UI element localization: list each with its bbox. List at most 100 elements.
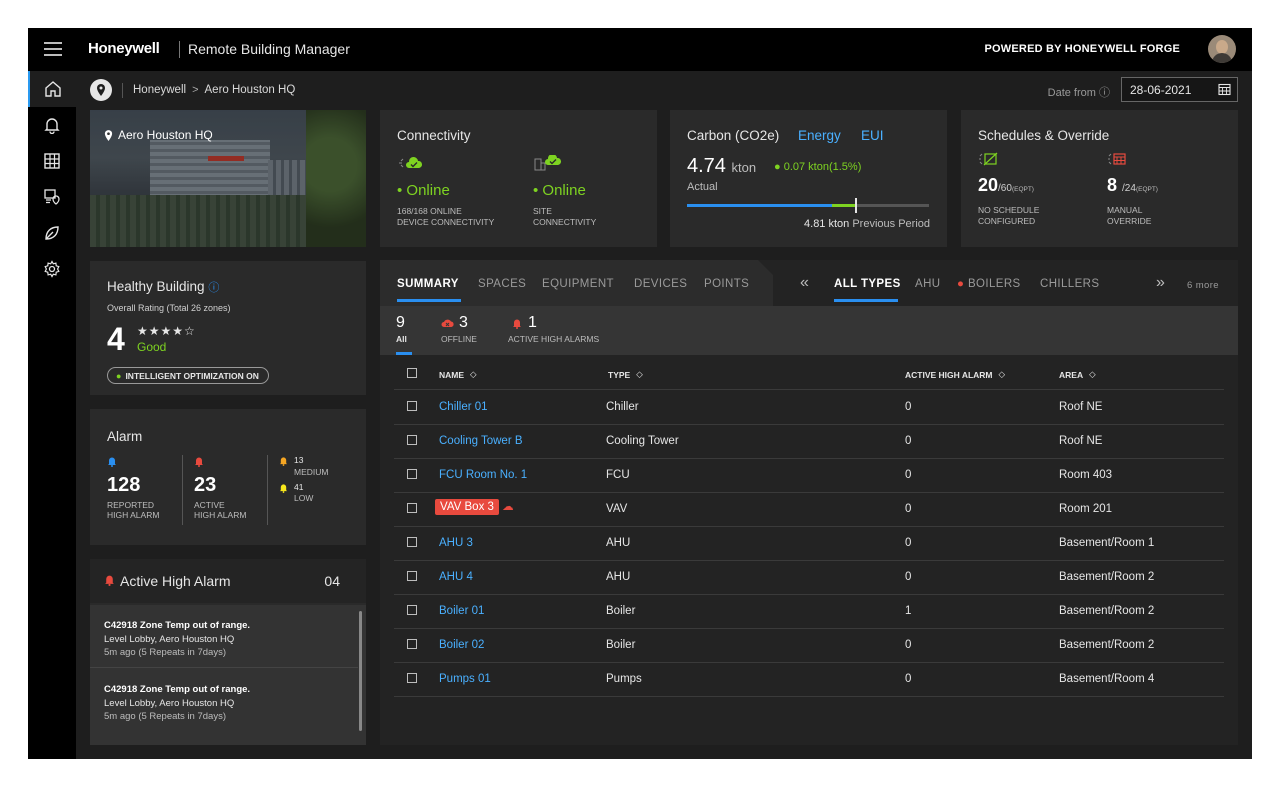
chevron-double-right-icon[interactable]: »	[1156, 274, 1166, 291]
date-from-input[interactable]: 28-06-2021	[1121, 77, 1238, 102]
row-checkbox[interactable]	[407, 503, 417, 513]
alarm-item-location: Level Lobby, Aero Houston HQ	[104, 697, 235, 709]
table-row[interactable]: Boiler 02 Boiler 0 Basement/Room 2	[394, 628, 1224, 663]
column-name-header[interactable]: NAME ◇	[439, 369, 477, 380]
hamburger-menu-icon[interactable]	[44, 42, 62, 56]
row-checkbox[interactable]	[407, 537, 417, 547]
column-alarm-header[interactable]: ACTIVE HIGH ALARM ◇	[905, 369, 1006, 380]
nav-home[interactable]	[28, 71, 76, 107]
building-image-card[interactable]: Aero Houston HQ	[90, 110, 366, 247]
intelligent-optimization-badge: ● INTELLIGENT OPTIMIZATION ON	[107, 367, 269, 384]
row-checkbox[interactable]	[407, 673, 417, 683]
alarm-card[interactable]: Alarm 128 REPORTED HIGH ALARM 23 ACTIVE HI…	[90, 409, 366, 545]
column-area-header[interactable]: AREA ◇	[1059, 369, 1096, 380]
carbon-value: 4.74 kton	[687, 155, 757, 177]
row-checkbox[interactable]	[407, 639, 417, 649]
nav-devices[interactable]	[28, 179, 76, 215]
top-bar: Honeywell Remote Building Manager POWERE…	[28, 28, 1252, 71]
equipment-alarm-count: 0	[905, 673, 912, 685]
breadcrumb-current[interactable]: Aero Houston HQ	[204, 84, 296, 96]
info-icon[interactable]: ⓘ	[1099, 87, 1110, 99]
sort-icon: ◇	[1089, 369, 1096, 379]
carbon-delta-fill	[832, 204, 857, 207]
equipment-name-link[interactable]: Pumps 01	[439, 673, 491, 685]
tab-energy[interactable]: Energy	[798, 128, 841, 143]
chevron-double-left-icon[interactable]: «	[800, 274, 810, 291]
tab-ahu[interactable]: AHU	[915, 278, 941, 290]
equipment-type: AHU	[606, 571, 631, 583]
alarm-list-scrollbar[interactable]	[359, 611, 362, 731]
tab-boilers[interactable]: ● BOILERS	[957, 278, 1021, 290]
nav-settings[interactable]	[28, 251, 76, 287]
tab-devices[interactable]: DEVICES	[634, 278, 688, 290]
equipment-name-link[interactable]: Boiler 01	[439, 605, 485, 617]
alarm-item-time: 5m ago (5 Repeats in 7days)	[104, 711, 226, 722]
equipment-type: AHU	[606, 537, 631, 549]
equipment-name-link[interactable]: AHU 4	[439, 571, 473, 583]
equipment-name-link[interactable]: Cooling Tower B	[439, 435, 523, 447]
stat-offline-count[interactable]: 3	[459, 314, 468, 331]
table-row[interactable]: Cooling Tower B Cooling Tower 0 Roof NE	[394, 424, 1224, 459]
nav-sustainability[interactable]	[28, 215, 76, 251]
nav-grid[interactable]	[28, 143, 76, 179]
rating-stars-icon: ★★★★☆	[137, 324, 196, 338]
tab-spaces[interactable]: SPACES	[478, 278, 527, 290]
medium-alarm-bell-icon	[279, 457, 288, 466]
equipment-name-link[interactable]: AHU 3	[439, 537, 473, 549]
equipment-name-offline[interactable]: VAV Box 3 ☁	[435, 499, 514, 515]
table-row[interactable]: VAV Box 3 ☁ VAV 0 Room 201	[394, 492, 1224, 527]
active-high-alarm-title: Active High Alarm	[120, 573, 231, 589]
schedules-card[interactable]: Schedules & Override 20/60(EQPT) NO SCHE…	[961, 110, 1238, 247]
carbon-previous: 4.81 kton Previous Period	[804, 218, 930, 230]
tab-all-types[interactable]: ALL TYPES	[834, 278, 901, 290]
row-checkbox[interactable]	[407, 401, 417, 411]
info-icon[interactable]: ⓘ	[208, 282, 220, 294]
carbon-card[interactable]: Carbon (CO2e) Energy EUI 4.74 kton ● 0.0…	[670, 110, 947, 247]
carbon-actual-fill	[687, 204, 833, 207]
date-from-label: Date from ⓘ	[1047, 87, 1110, 99]
alarm-list-item[interactable]: C42918 Zone Temp out of range. Level Lob…	[104, 683, 250, 724]
column-type-header[interactable]: TYPE ◇	[608, 369, 643, 380]
breadcrumb-root[interactable]: Honeywell	[133, 84, 187, 96]
row-checkbox[interactable]	[407, 571, 417, 581]
more-types-link[interactable]: 6 more	[1187, 280, 1219, 291]
table-row[interactable]: Chiller 01 Chiller 0 Roof NE	[394, 390, 1224, 425]
equipment-type: Chiller	[606, 401, 639, 413]
row-checkbox[interactable]	[407, 435, 417, 445]
alarm-list-divider	[90, 667, 358, 668]
tab-equipment[interactable]: EQUIPMENT	[542, 278, 614, 290]
equipment-name-link[interactable]: Boiler 02	[439, 639, 485, 651]
equipment-alarm-count: 0	[905, 401, 912, 413]
calendar-icon[interactable]	[1218, 83, 1231, 96]
equipment-alarm-count: 0	[905, 639, 912, 651]
healthy-building-card[interactable]: Healthy Building ⓘ Overall Rating (Total…	[90, 261, 366, 395]
stat-all-count[interactable]: 9	[396, 314, 405, 331]
boilers-alert-dot: ●	[957, 278, 965, 290]
tab-summary[interactable]: SUMMARY	[397, 278, 459, 290]
table-row[interactable]: FCU Room No. 1 FCU 0 Room 403	[394, 458, 1224, 493]
select-all-checkbox[interactable]	[407, 368, 417, 378]
stat-alarms-count[interactable]: 1	[528, 314, 537, 331]
user-avatar[interactable]	[1208, 35, 1236, 63]
bell-icon	[44, 118, 60, 134]
equipment-name-link[interactable]: FCU Room No. 1	[439, 469, 528, 481]
table-row[interactable]: AHU 4 AHU 0 Basement/Room 2	[394, 560, 1224, 595]
row-checkbox[interactable]	[407, 605, 417, 615]
equipment-name-link[interactable]: Chiller 01	[439, 401, 488, 413]
tab-points[interactable]: POINTS	[704, 278, 750, 290]
tab-carbon[interactable]: Carbon (CO2e)	[687, 128, 780, 143]
tab-chillers[interactable]: CHILLERS	[1040, 278, 1100, 290]
header-divider	[179, 41, 180, 58]
connectivity-card[interactable]: Connectivity • Online 168/168 ONLINE DEVI…	[380, 110, 657, 247]
alarm-list-item[interactable]: C42918 Zone Temp out of range. Level Lob…	[104, 619, 250, 660]
tab-eui[interactable]: EUI	[861, 128, 884, 143]
nav-alarms[interactable]	[28, 107, 76, 143]
table-row[interactable]: Pumps 01 Pumps 0 Basement/Room 4	[394, 662, 1224, 697]
location-pin-button[interactable]	[90, 79, 112, 101]
table-row[interactable]: AHU 3 AHU 0 Basement/Room 1	[394, 526, 1224, 561]
reported-alarm-count: 128	[107, 474, 141, 496]
row-checkbox[interactable]	[407, 469, 417, 479]
table-row[interactable]: Boiler 01 Boiler 1 Basement/Room 2	[394, 594, 1224, 629]
site-cloud-icon	[534, 155, 561, 171]
active-high-alarm-header[interactable]: Active High Alarm 04	[90, 559, 366, 603]
